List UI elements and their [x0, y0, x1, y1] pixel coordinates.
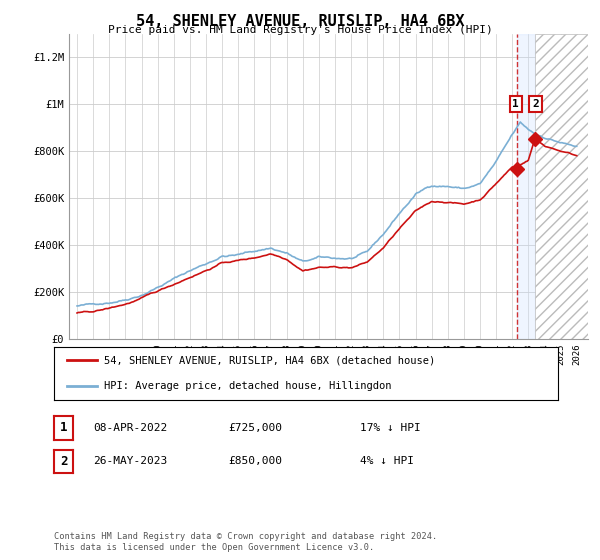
Text: 1: 1 — [512, 99, 519, 109]
Text: 54, SHENLEY AVENUE, RUISLIP, HA4 6BX (detached house): 54, SHENLEY AVENUE, RUISLIP, HA4 6BX (de… — [104, 356, 436, 366]
Text: 4% ↓ HPI: 4% ↓ HPI — [360, 456, 414, 466]
Text: £725,000: £725,000 — [228, 423, 282, 433]
Text: HPI: Average price, detached house, Hillingdon: HPI: Average price, detached house, Hill… — [104, 380, 392, 390]
Text: 17% ↓ HPI: 17% ↓ HPI — [360, 423, 421, 433]
Text: 2: 2 — [532, 99, 539, 109]
Text: 2: 2 — [60, 455, 67, 468]
Bar — [517, 34, 535, 339]
Text: 26-MAY-2023: 26-MAY-2023 — [93, 456, 167, 466]
Text: Price paid vs. HM Land Registry's House Price Index (HPI): Price paid vs. HM Land Registry's House … — [107, 25, 493, 35]
Text: 1: 1 — [60, 421, 67, 435]
Text: 54, SHENLEY AVENUE, RUISLIP, HA4 6BX: 54, SHENLEY AVENUE, RUISLIP, HA4 6BX — [136, 14, 464, 29]
Bar — [535, 34, 588, 339]
Text: 08-APR-2022: 08-APR-2022 — [93, 423, 167, 433]
Text: Contains HM Land Registry data © Crown copyright and database right 2024.
This d: Contains HM Land Registry data © Crown c… — [54, 532, 437, 552]
Text: £850,000: £850,000 — [228, 456, 282, 466]
